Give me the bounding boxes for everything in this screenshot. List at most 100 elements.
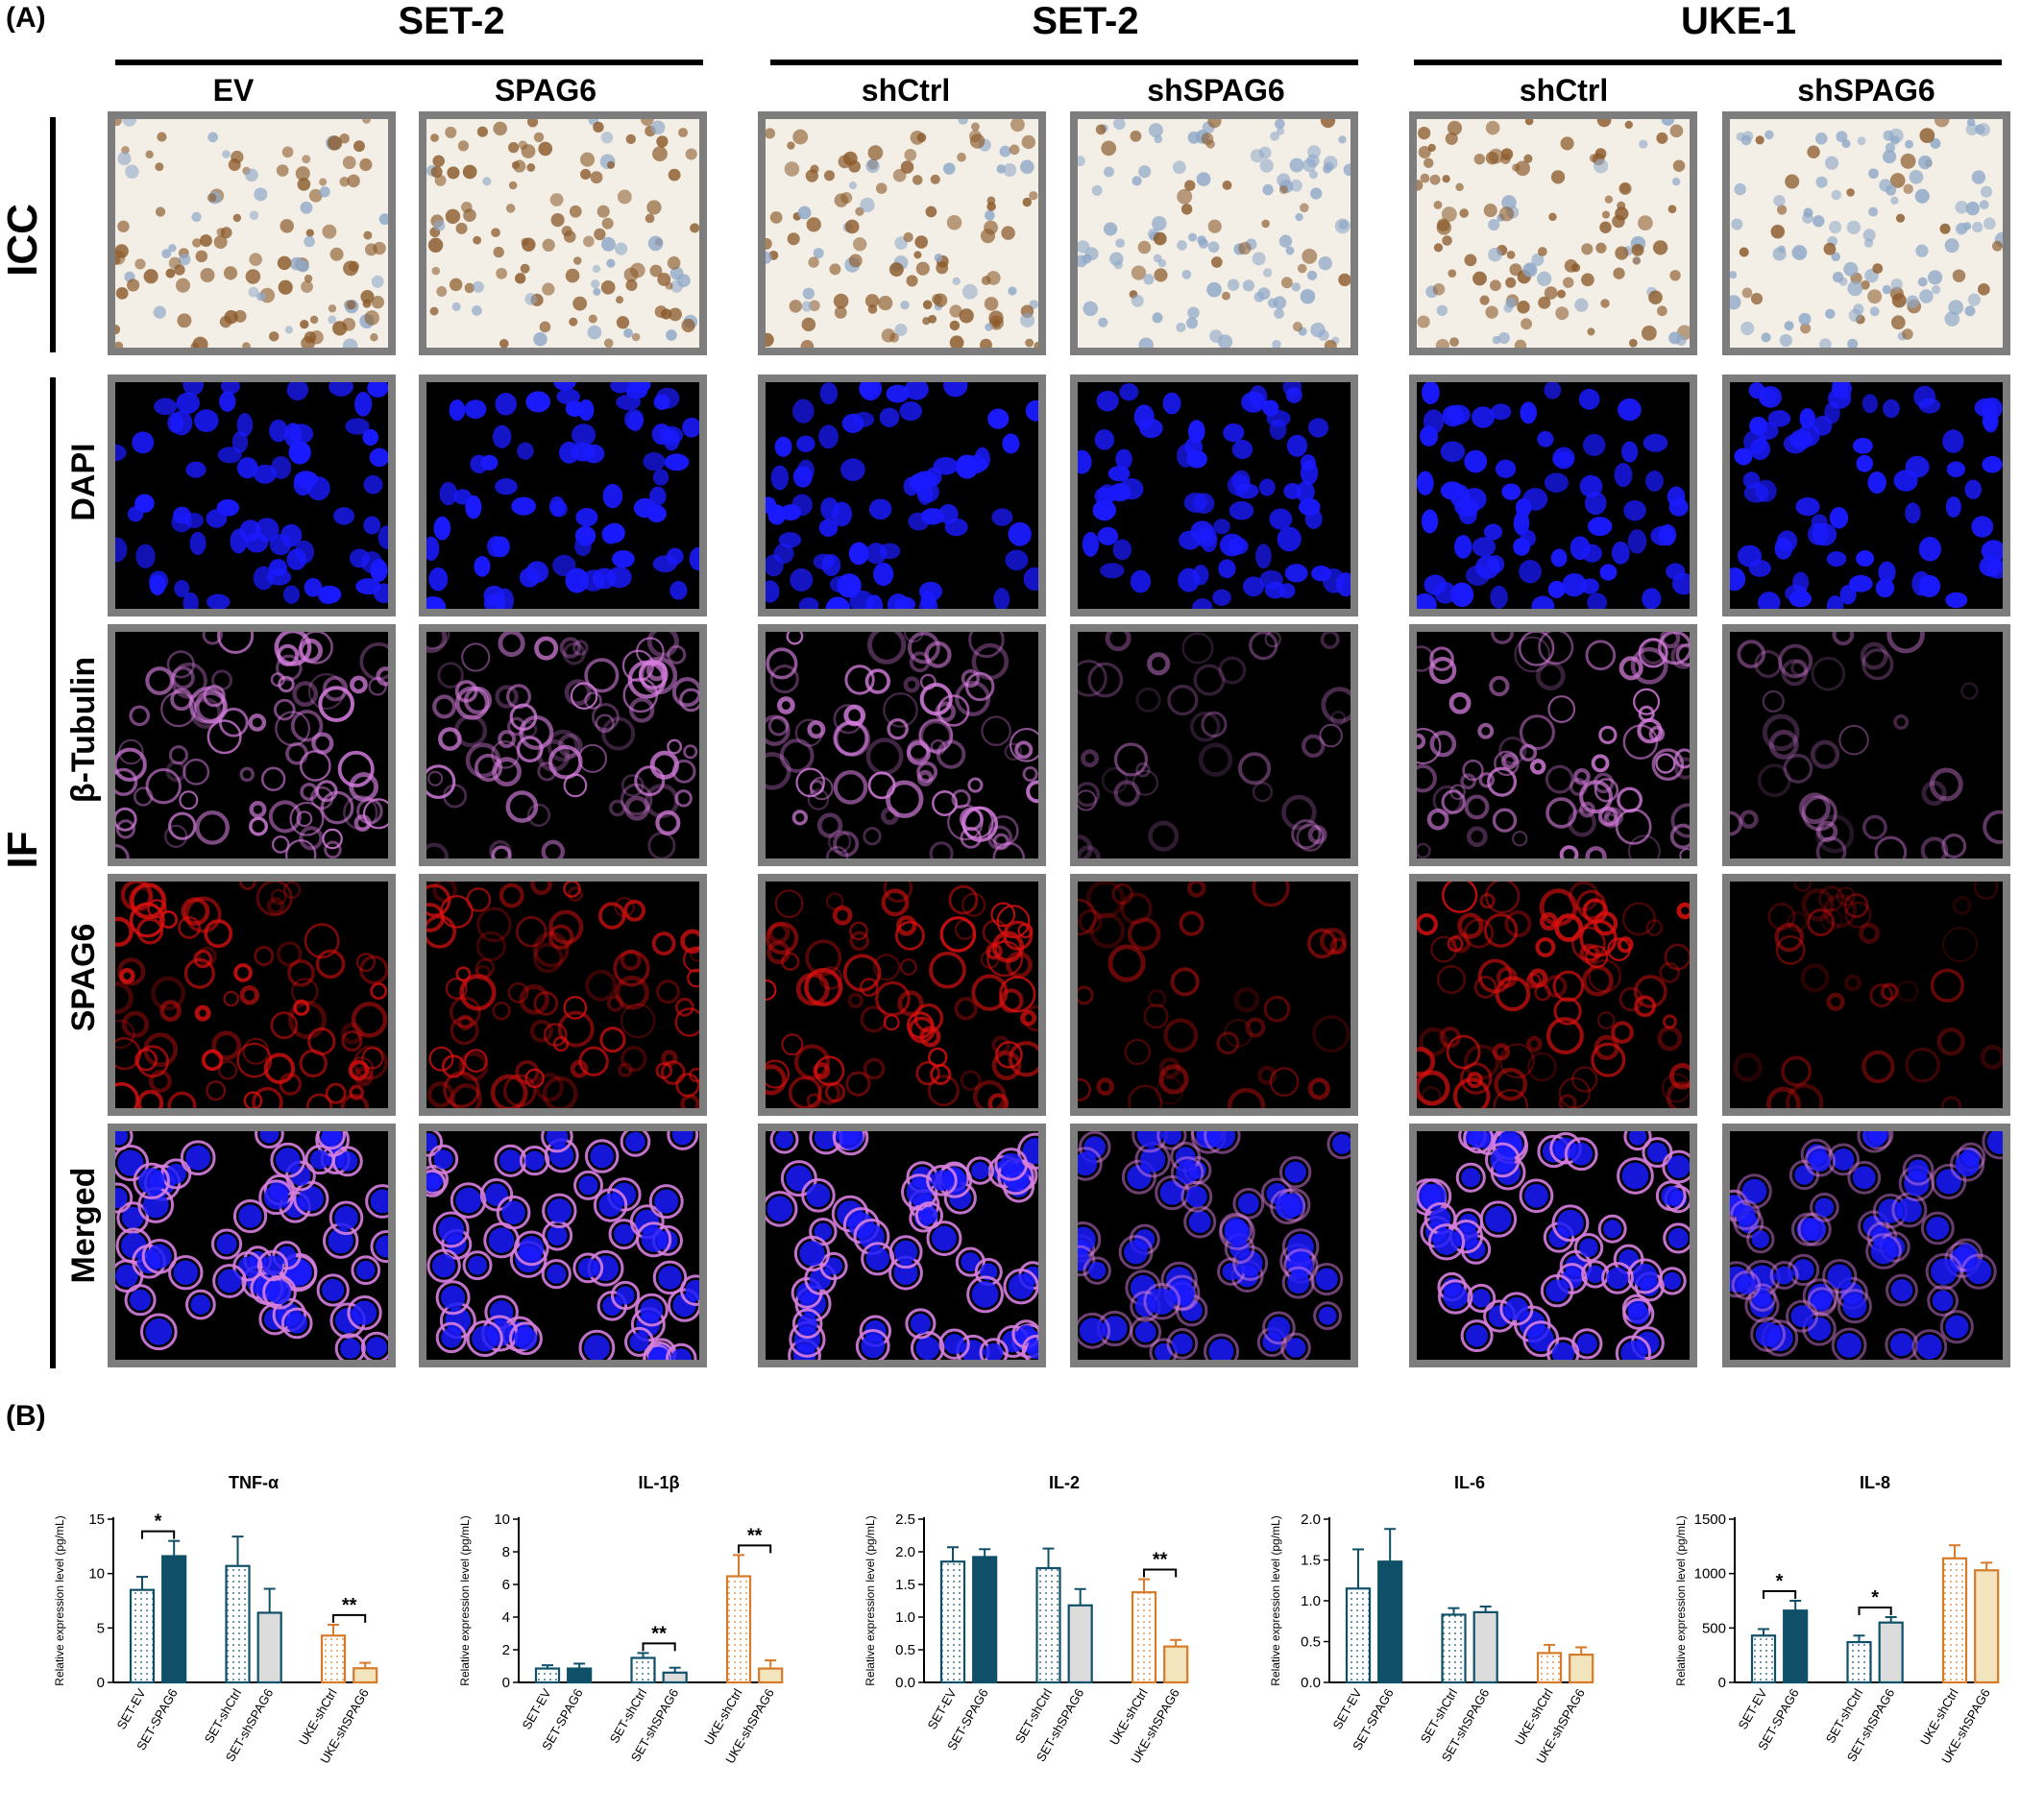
y-tick-label: 1500 xyxy=(1694,1511,1726,1528)
bar-SET-SPAG6 xyxy=(972,1556,998,1684)
bar-UKE-shCtrl xyxy=(1536,1652,1563,1684)
chart-title: IL-8 xyxy=(1860,1473,1890,1492)
chart-1: IL-1β Relative expression level (pg/mL) 0 2… xyxy=(458,1473,784,1766)
bar-SET-shSPAG6 xyxy=(256,1611,282,1684)
group-title-set2-sh: SET-2 xyxy=(1032,0,1139,42)
y-tick-label: 1.5 xyxy=(1301,1553,1321,1569)
bar-SET-shSPAG6 xyxy=(1067,1604,1093,1684)
significance-label: * xyxy=(1871,1587,1879,1608)
micrograph-tubulin-set2-spag6 xyxy=(419,624,707,866)
micrograph-merged-set2-shspag6 xyxy=(1070,1124,1358,1367)
y-tick-label: 0 xyxy=(97,1675,105,1691)
micrograph-tubulin-uke1-shctrl xyxy=(1409,624,1697,866)
bar-SET-shCtrl xyxy=(630,1656,656,1684)
group-title-set2-ev: SET-2 xyxy=(398,0,505,42)
y-tick-label: 4 xyxy=(502,1609,510,1626)
group-rule-2 xyxy=(770,60,1358,65)
micrograph-tubulin-set2-ev xyxy=(108,624,396,866)
panel-a-label: (A) xyxy=(6,2,46,34)
significance-bracket xyxy=(1763,1590,1797,1599)
y-tick-label: 2.0 xyxy=(1301,1511,1321,1528)
significance-label: ** xyxy=(747,1525,763,1546)
micrograph-merged-uke1-shspag6 xyxy=(1722,1124,2010,1367)
bar-UKE-shCtrl xyxy=(725,1575,752,1684)
y-tick-label: 0.0 xyxy=(1301,1675,1321,1691)
micrograph-merged-uke1-shctrl xyxy=(1409,1124,1697,1367)
y-tick-label: 0.5 xyxy=(1301,1634,1321,1651)
col-label-shctrl-set2: shCtrl xyxy=(861,73,951,108)
micrograph-icc-set2-shctrl xyxy=(758,111,1046,355)
row-label-tubulin: β-Tubulin xyxy=(65,656,102,804)
significance-bracket xyxy=(1143,1568,1178,1578)
bar-SET-EV xyxy=(1750,1634,1777,1684)
micrograph-dapi-set2-ev xyxy=(108,375,396,616)
chart-title: IL-1β xyxy=(639,1473,680,1492)
significance-bracket xyxy=(642,1642,676,1652)
bar-SET-shSPAG6 xyxy=(1878,1621,1904,1684)
bar-UKE-shCtrl xyxy=(320,1634,347,1684)
micrograph-merged-set2-spag6 xyxy=(419,1124,707,1367)
micrograph-dapi-uke1-shctrl xyxy=(1409,375,1697,616)
y-tick-label: 500 xyxy=(1702,1620,1726,1636)
bar-SET-SPAG6 xyxy=(1377,1560,1403,1684)
micrograph-merged-set2-ev xyxy=(108,1124,396,1367)
bar-SET-EV xyxy=(1345,1587,1372,1684)
chart-4: IL-8 Relative expression level (pg/mL) 0 50… xyxy=(1674,1473,2000,1766)
chart-0: TNF-α Relative expression level (pg/mL) 0 5… xyxy=(53,1473,378,1766)
row-label-merged: Merged xyxy=(65,1167,102,1284)
row-label-spag6: SPAG6 xyxy=(65,923,102,1032)
y-tick-label: 10 xyxy=(494,1511,510,1528)
bar-SET-EV xyxy=(939,1560,966,1684)
y-tick-label: 6 xyxy=(502,1577,510,1593)
micrograph-spag6-set2-shctrl xyxy=(758,874,1046,1116)
significance-label: ** xyxy=(651,1623,667,1644)
if-rule xyxy=(50,377,56,1368)
bar-SET-EV xyxy=(534,1667,561,1684)
chart-2: IL-2 Relative expression level (pg/mL) 0.0… xyxy=(864,1473,1189,1766)
row-label-dapi: DAPI xyxy=(65,443,102,521)
significance-bracket xyxy=(141,1530,176,1539)
micrograph-dapi-uke1-shspag6 xyxy=(1722,375,2010,616)
y-tick-label: 5 xyxy=(97,1620,105,1636)
micrograph-dapi-set2-shctrl xyxy=(758,375,1046,616)
bar-SET-SPAG6 xyxy=(567,1667,593,1684)
bar-SET-shSPAG6 xyxy=(662,1671,688,1684)
bar-UKE-shSPAG6 xyxy=(1974,1569,2000,1684)
y-tick-label: 1000 xyxy=(1694,1566,1726,1583)
micrograph-dapi-set2-shspag6 xyxy=(1070,375,1358,616)
y-tick-label: 2.5 xyxy=(895,1511,915,1528)
chart-title: IL-6 xyxy=(1454,1473,1485,1492)
y-axis-label: Relative expression level (pg/mL) xyxy=(53,1515,66,1685)
bar-SET-EV xyxy=(129,1588,156,1684)
micrograph-tubulin-uke1-shspag6 xyxy=(1722,624,2010,866)
micrograph-icc-set2-ev xyxy=(108,111,396,355)
y-tick-label: 0.5 xyxy=(895,1642,915,1658)
significance-label: ** xyxy=(1153,1550,1168,1571)
bar-UKE-shCtrl xyxy=(1941,1557,1968,1684)
col-label-spag6: SPAG6 xyxy=(494,73,597,108)
y-tick-label: 10 xyxy=(88,1566,105,1583)
col-label-shspag6-set2: shSPAG6 xyxy=(1147,73,1285,108)
y-tick-label: 0 xyxy=(1718,1675,1726,1691)
chart-title: TNF-α xyxy=(229,1473,279,1492)
group-rule-1 xyxy=(115,60,703,65)
group-title-uke1: UKE-1 xyxy=(1680,0,1797,42)
y-tick-label: 0.0 xyxy=(895,1675,915,1691)
significance-bracket xyxy=(1858,1607,1892,1615)
y-tick-label: 8 xyxy=(502,1544,510,1560)
bar-UKE-shSPAG6 xyxy=(353,1667,378,1684)
significance-label: ** xyxy=(342,1595,357,1616)
bar-SET-shCtrl xyxy=(1441,1613,1467,1684)
y-tick-label: 15 xyxy=(88,1511,105,1528)
y-axis-label: Relative expression level (pg/mL) xyxy=(458,1515,472,1685)
x-tick-label: SET-EV xyxy=(1735,1686,1769,1732)
y-tick-label: 2 xyxy=(502,1642,510,1658)
y-tick-label: 1.5 xyxy=(895,1577,915,1593)
bar-UKE-shCtrl xyxy=(1131,1591,1157,1684)
significance-bracket xyxy=(738,1544,772,1554)
x-tick-label: SET-EV xyxy=(924,1686,959,1732)
micrograph-spag6-set2-spag6 xyxy=(419,874,707,1116)
row-group-if: IF xyxy=(0,831,46,869)
x-tick-label: SET-EV xyxy=(1329,1686,1364,1732)
row-group-icc: ICC xyxy=(0,204,46,277)
